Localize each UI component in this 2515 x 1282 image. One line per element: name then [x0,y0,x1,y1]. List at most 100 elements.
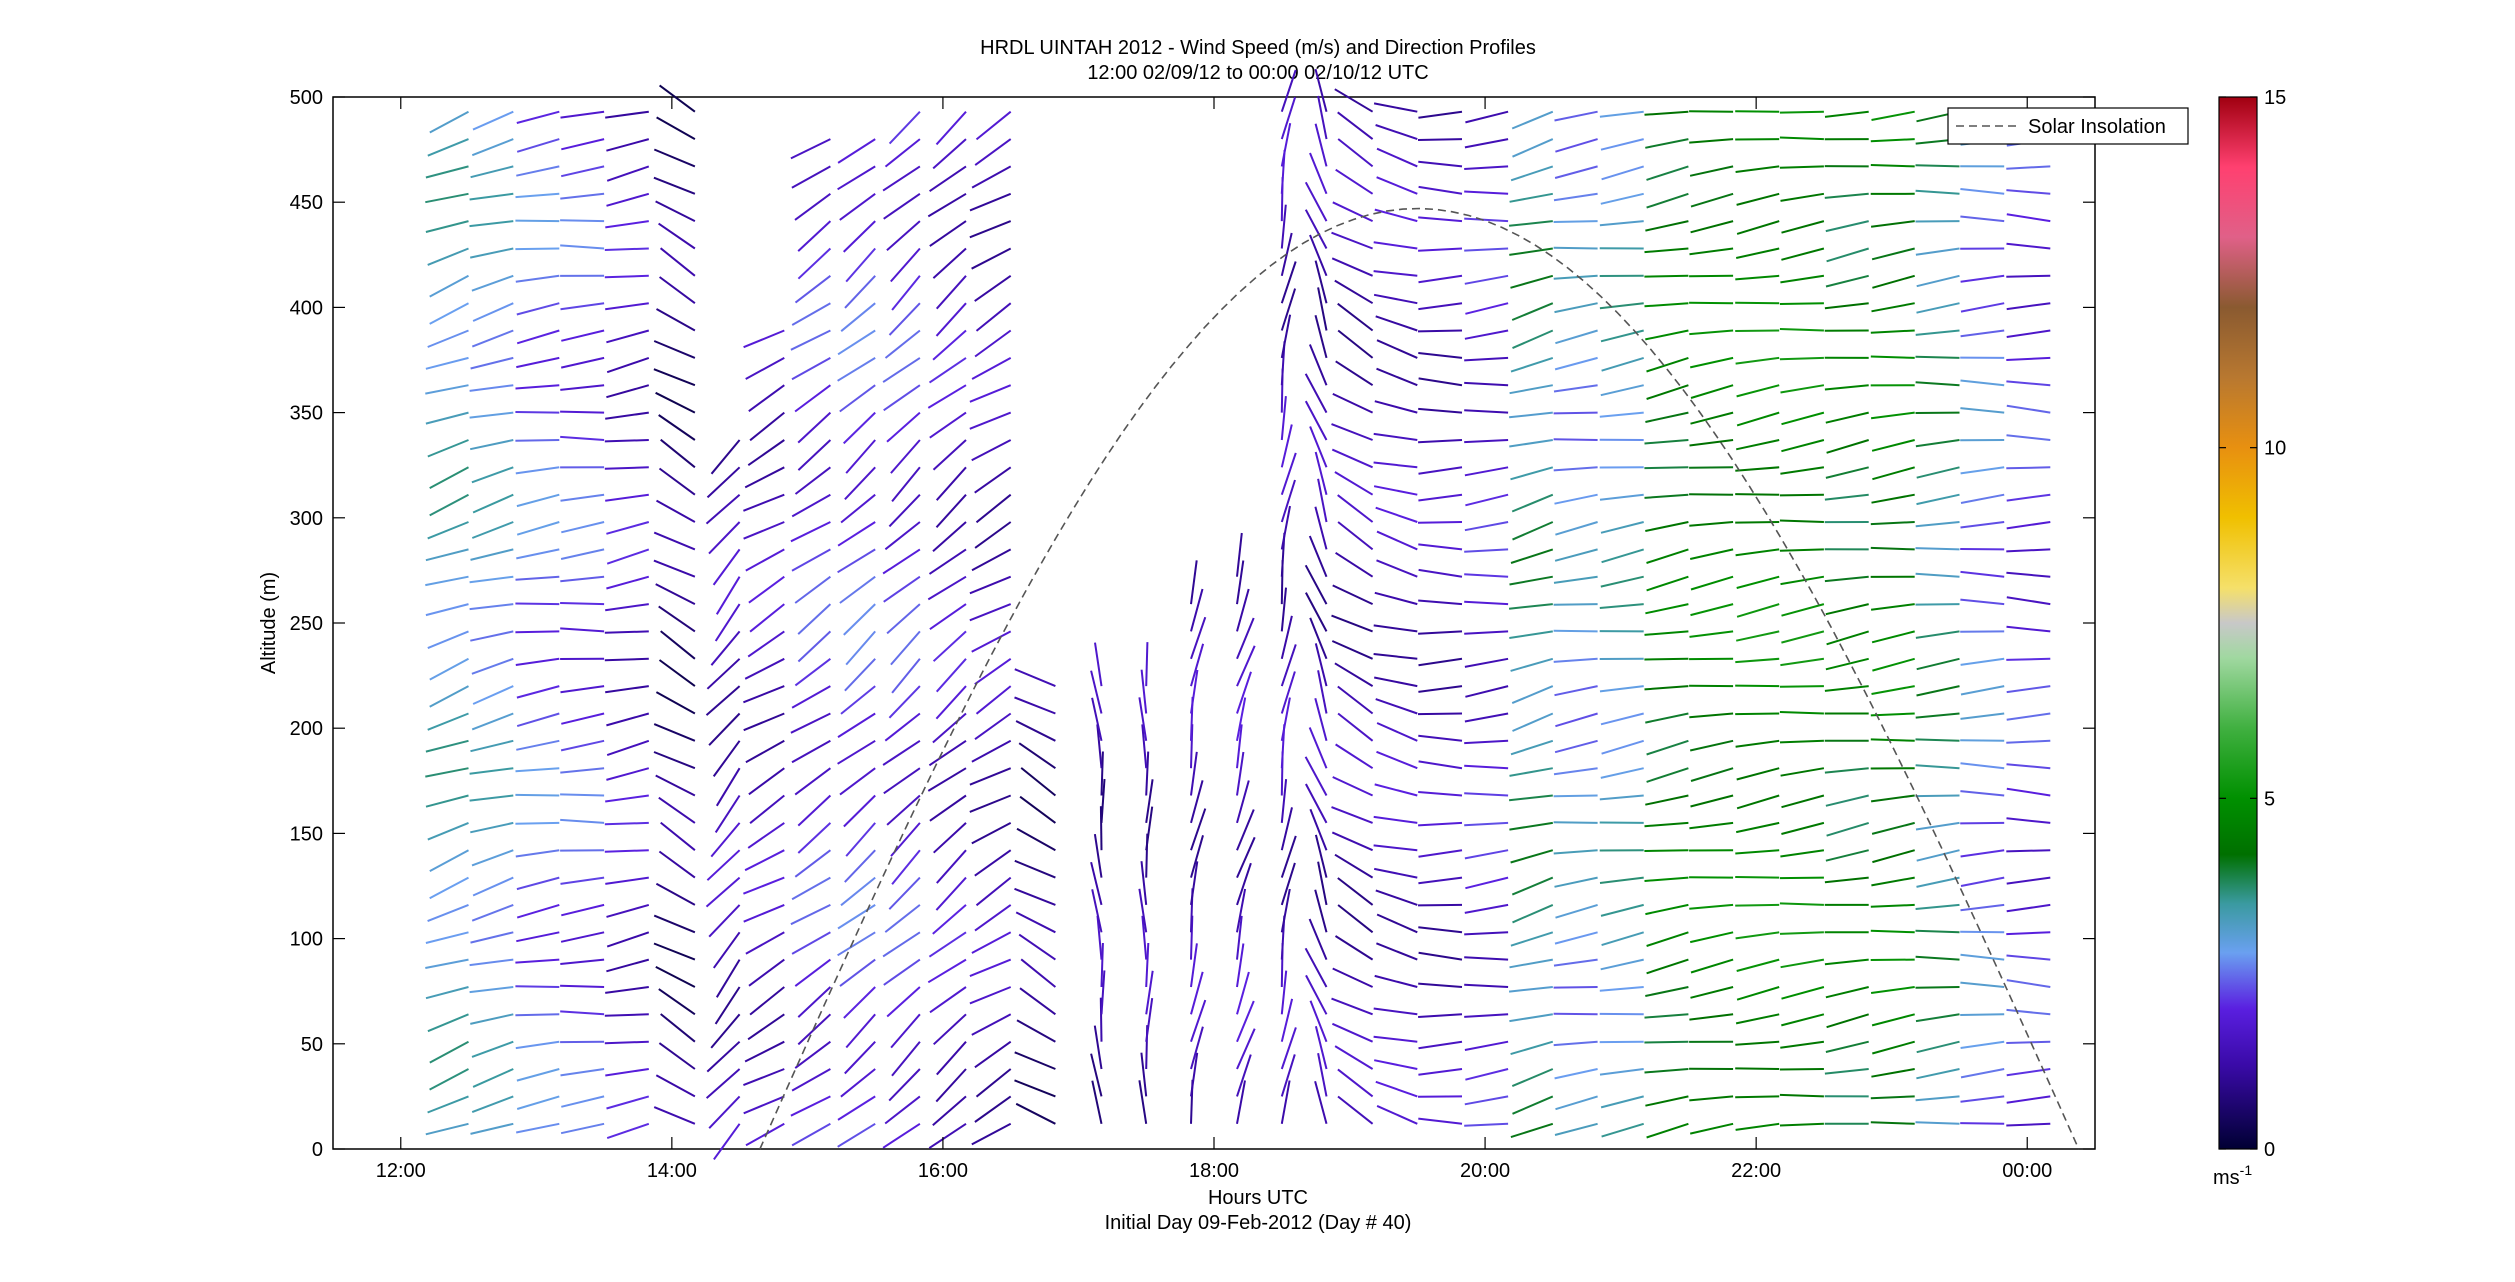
wind-arrow [1308,918,1328,960]
wind-arrow [1871,685,1915,695]
wind-arrow [749,411,785,442]
wind-arrow [1870,138,1915,143]
wind-arrow [840,1068,876,1098]
wind-arrow [1960,329,2005,338]
wind-arrow [1334,471,1374,496]
wind-arrow [743,903,785,923]
wind-arrow [791,1068,831,1092]
wind-arrow [1376,1104,1418,1125]
wind-arrow [655,691,696,715]
wind-arrow [471,903,514,922]
wind-arrow [1600,712,1644,726]
wind-arrow [845,247,876,283]
wind-arrow [1960,821,2005,825]
wind-arrow [971,548,1012,572]
wind-arrow [713,1123,741,1160]
wind-arrow [560,602,605,606]
wind-arrow [1236,888,1247,933]
wind-arrow [1334,853,1374,879]
wind-arrow [927,192,967,218]
wind-arrow [797,411,832,444]
wind-arrow [1508,411,1553,419]
wind-arrow [1236,1054,1252,1097]
wind-arrow [1464,931,1509,936]
wind-arrow [1872,1040,1915,1055]
wind-arrow [653,1106,696,1125]
wind-arrow [560,931,605,943]
wind-arrow [1236,1028,1256,1070]
wind-arrow [710,439,741,475]
wind-arrow [1280,69,1297,113]
wind-arrow [837,712,876,738]
wind-arrow [1373,293,1418,305]
wind-arrow [2006,493,2051,502]
wind-arrow [605,794,649,803]
wind-arrow [839,384,876,413]
wind-arrow [1826,247,1869,263]
wind-arrow [971,439,1012,462]
wind-arrow [1825,986,1869,999]
wind-arrow [791,931,831,955]
wind-arrow [1553,603,1598,606]
wind-arrow [1314,1026,1328,1070]
wind-arrow [427,521,469,540]
wind-arrow [429,1068,469,1091]
wind-arrow [1870,220,1915,228]
wind-arrow [560,958,605,965]
wind-arrow [1553,958,1598,967]
wind-arrow [1090,670,1103,714]
wind-arrow [745,548,785,572]
wind-arrow [1735,301,1780,305]
wind-arrow [653,148,696,168]
wind-arrow [1554,685,1598,697]
wind-arrow [604,821,649,826]
wind-arrow [1236,862,1252,906]
wind-arrow [1779,902,1824,906]
wind-arrow [890,1013,921,1049]
wind-arrow [1960,188,2005,195]
wind-arrow [2006,1122,2051,1127]
wind-arrow [794,192,831,221]
wind-arrow [1915,764,1960,770]
wind-arrow [1337,521,1374,551]
wind-arrow [971,165,1012,189]
wind-arrow [1280,671,1296,714]
wind-arrow [1019,795,1056,824]
wind-arrow [516,876,560,891]
wind-arrow [1915,247,1960,256]
wind-arrow [1780,958,1825,969]
wind-arrow [1309,1000,1328,1043]
wind-arrow [790,329,831,351]
wind-arrow [1735,903,1780,907]
wind-arrow [560,876,605,885]
wind-arrow [1337,111,1374,140]
wind-arrow [1735,657,1780,664]
wind-arrow [1735,739,1780,748]
wind-arrow [604,274,649,279]
wind-arrow [1138,888,1148,933]
wind-arrow [472,685,514,705]
x-tick-label: 14:00 [647,1160,697,1182]
wind-arrow [561,1095,605,1108]
x-tick-label: 00:00 [2002,1160,2052,1182]
wind-arrow [1689,903,1734,910]
wind-arrow [1317,478,1328,523]
wind-arrow [882,739,921,766]
wind-arrow [560,435,605,441]
wind-arrow [932,630,967,662]
wind-arrow [516,110,560,124]
wind-arrow [1825,274,1869,288]
wind-arrow [935,685,967,720]
wind-arrow [2006,242,2051,250]
wind-arrow [1236,532,1243,577]
wind-arrow [1599,302,1644,310]
wind-arrow [1960,1013,2005,1016]
wind-arrow [658,659,696,687]
wind-arrow [1646,958,1689,975]
wind-arrow [561,521,605,534]
wind-arrow [660,1013,696,1043]
wind-arrow [560,1068,605,1077]
wind-arrow [515,985,560,988]
wind-arrow [971,247,1012,270]
wind-arrow [515,575,560,581]
